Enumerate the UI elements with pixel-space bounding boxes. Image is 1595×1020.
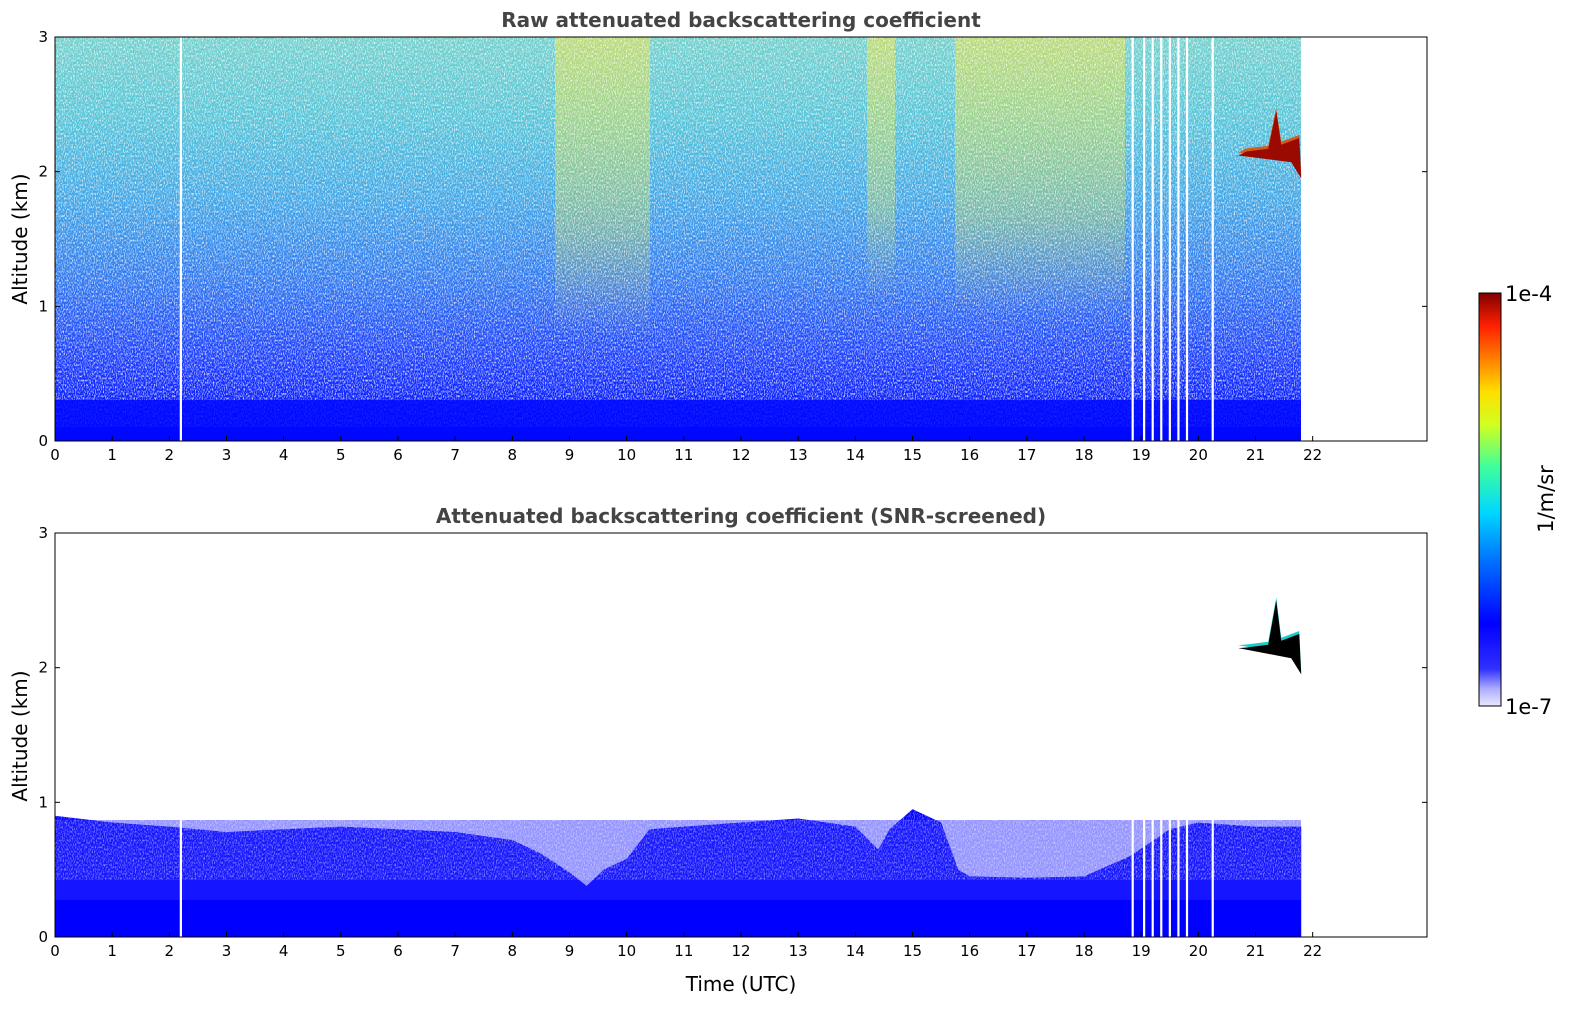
raw-cloud-feature xyxy=(1238,108,1302,179)
screened-missing-columns xyxy=(179,533,1214,937)
raw-near-surface-layer xyxy=(55,400,1301,441)
x-tick-label: 11 xyxy=(674,942,693,960)
missing-column xyxy=(1168,37,1171,441)
x-tick-label: 22 xyxy=(1303,942,1322,960)
x-tick-label: 6 xyxy=(393,446,403,464)
x-tick-label: 12 xyxy=(731,446,750,464)
missing-column xyxy=(179,533,182,937)
missing-column xyxy=(1131,37,1134,441)
x-tick-label: 7 xyxy=(450,446,460,464)
colorbar-gradient xyxy=(1478,292,1502,707)
panel-screened: Attenuated backscattering coefficient (S… xyxy=(8,504,1428,996)
x-tick-label: 14 xyxy=(846,446,865,464)
y-tick-label: 3 xyxy=(38,524,48,542)
screened-upper-layer-speckle xyxy=(55,760,1301,880)
x-tick-label: 3 xyxy=(222,446,232,464)
missing-column xyxy=(1185,533,1189,937)
x-tick-label: 6 xyxy=(393,942,403,960)
missing-column xyxy=(1151,37,1154,441)
x-tick-label: 2 xyxy=(165,942,175,960)
x-tick-label: 17 xyxy=(1017,446,1036,464)
x-tick-label: 0 xyxy=(50,446,60,464)
x-tick-label: 10 xyxy=(617,446,636,464)
x-tick-label: 21 xyxy=(1246,446,1265,464)
colorbar-unit-label: 1/m/sr xyxy=(1534,465,1558,533)
x-tick-label: 12 xyxy=(731,942,750,960)
colorbar-min-label: 1e-7 xyxy=(1505,695,1552,719)
missing-column xyxy=(1131,533,1134,937)
colorbar-max-label: 1e-4 xyxy=(1505,282,1552,306)
panel-screened-ylabel: Altitude (km) xyxy=(8,670,32,801)
cloud-rim xyxy=(1238,597,1302,672)
y-tick-label: 1 xyxy=(38,297,48,315)
y-tick-label: 2 xyxy=(38,163,48,181)
panel-raw-title: Raw attenuated backscattering coefficien… xyxy=(501,8,981,32)
missing-column xyxy=(1211,533,1214,937)
x-tick-label: 18 xyxy=(1074,942,1093,960)
x-tick-label: 13 xyxy=(789,446,808,464)
missing-column xyxy=(1177,37,1180,441)
y-tick-label: 3 xyxy=(38,28,48,46)
x-tick-label: 17 xyxy=(1017,942,1036,960)
missing-column xyxy=(1160,37,1163,441)
x-tick-label: 8 xyxy=(508,942,518,960)
colorbar: 1e-4 1e-7 1/m/sr xyxy=(1478,282,1558,719)
cloud-core xyxy=(1238,600,1302,675)
x-tick-label: 4 xyxy=(279,446,289,464)
y-tick-label: 2 xyxy=(38,659,48,677)
y-tick-label: 0 xyxy=(38,432,48,450)
missing-column xyxy=(179,37,182,441)
x-tick-label: 22 xyxy=(1303,446,1322,464)
missing-column xyxy=(1143,533,1146,937)
x-tick-label: 20 xyxy=(1189,942,1208,960)
x-tick-label: 19 xyxy=(1132,942,1151,960)
x-tick-label: 3 xyxy=(222,942,232,960)
panel-screened-y-ticks: 0 1 2 3 xyxy=(38,524,1427,946)
x-tick-label: 10 xyxy=(617,942,636,960)
panel-raw-x-ticks: 0 1 2 3 4 5 6 7 8 9 10 11 12 13 14 15 16 17 18 19 20 21 22 xyxy=(50,436,1322,464)
x-tick-label: 7 xyxy=(450,942,460,960)
x-tick-label: 14 xyxy=(846,942,865,960)
y-tick-label: 0 xyxy=(38,928,48,946)
raw-missing-columns xyxy=(179,37,1214,441)
x-tick-label: 5 xyxy=(336,942,346,960)
panel-screened-title: Attenuated backscattering coefficient (S… xyxy=(436,504,1046,528)
x-tick-label: 19 xyxy=(1132,446,1151,464)
x-tick-label: 20 xyxy=(1189,446,1208,464)
missing-column xyxy=(1211,37,1214,441)
y-tick-label: 1 xyxy=(38,793,48,811)
missing-column xyxy=(1143,37,1146,441)
x-tick-label: 5 xyxy=(336,446,346,464)
x-tick-label: 9 xyxy=(565,446,575,464)
x-tick-label: 21 xyxy=(1246,942,1265,960)
x-tick-label: 15 xyxy=(903,942,922,960)
panel-raw: Raw attenuated backscattering coefficien… xyxy=(8,8,1428,464)
panel-raw-field xyxy=(55,37,1301,441)
missing-column xyxy=(1177,533,1180,937)
panel-raw-ylabel: Altitude (km) xyxy=(8,173,32,304)
panel-screened-x-ticks: 0 1 2 3 4 5 6 7 8 9 10 11 12 13 14 15 16 17 18 19 20 21 22 xyxy=(50,932,1322,960)
missing-column xyxy=(1160,533,1163,937)
x-tick-label: 18 xyxy=(1074,446,1093,464)
panel-raw-y-ticks: 0 1 2 3 xyxy=(38,28,1427,450)
x-tick-label: 13 xyxy=(789,942,808,960)
missing-column xyxy=(1185,37,1189,441)
screened-cloud-feature xyxy=(1238,597,1302,675)
x-tick-label: 16 xyxy=(960,446,979,464)
panel-screened-xlabel: Time (UTC) xyxy=(685,972,797,996)
x-tick-label: 1 xyxy=(107,446,117,464)
x-tick-label: 2 xyxy=(165,446,175,464)
x-tick-label: 4 xyxy=(279,942,289,960)
cloud-core xyxy=(1238,111,1302,179)
x-tick-label: 1 xyxy=(107,942,117,960)
raw-noise-speckle xyxy=(55,37,1301,427)
missing-column xyxy=(1151,533,1154,937)
x-tick-label: 0 xyxy=(50,942,60,960)
x-tick-label: 8 xyxy=(508,446,518,464)
x-tick-label: 9 xyxy=(565,942,575,960)
x-tick-label: 11 xyxy=(674,446,693,464)
missing-column xyxy=(1168,533,1171,937)
x-tick-label: 15 xyxy=(903,446,922,464)
x-tick-label: 16 xyxy=(960,942,979,960)
